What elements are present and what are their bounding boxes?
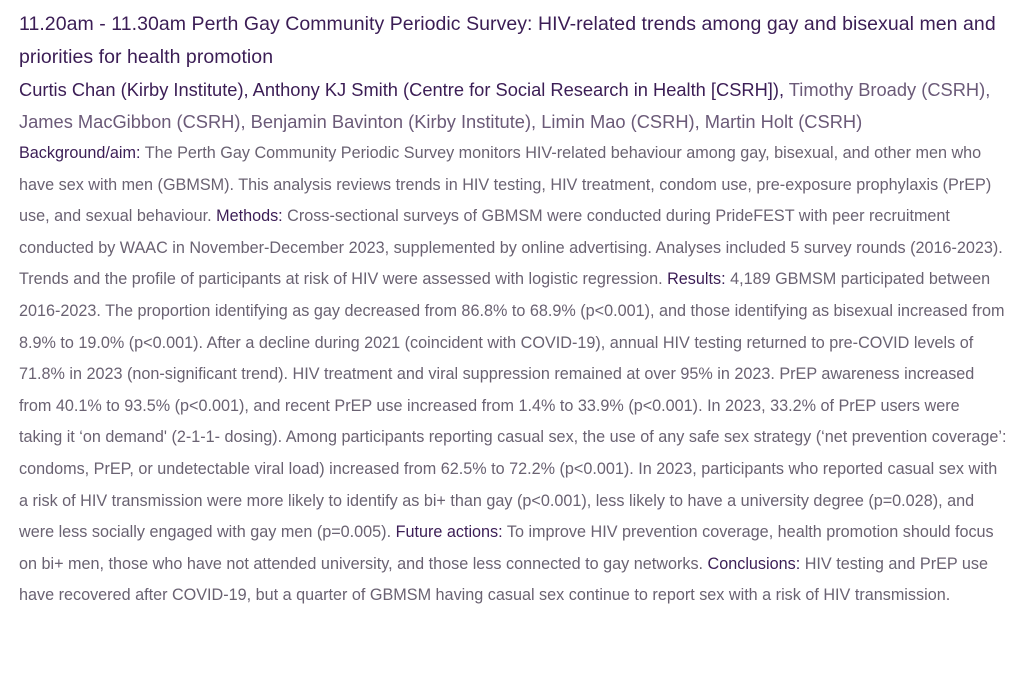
- methods-text: Cross-sectional surveys of GBMSM were co…: [19, 207, 1003, 289]
- methods-label: Methods:: [216, 207, 283, 226]
- future-actions-label: Future actions:: [395, 523, 503, 542]
- abstract-body: Background/aim: The Perth Gay Community …: [19, 138, 1007, 612]
- session-title: 11.20am - 11.30am Perth Gay Community Pe…: [19, 13, 996, 68]
- results-text: 4,189 GBMSM participated between 2016-20…: [19, 270, 1007, 542]
- conclusions-text: HIV testing and PrEP use have recovered …: [19, 554, 988, 605]
- background-label: Background/aim:: [19, 144, 141, 162]
- conclusions-label: Conclusions:: [707, 554, 801, 573]
- background-text: The Perth Gay Community Periodic Survey …: [19, 144, 992, 226]
- presenting-authors: Curtis Chan (Kirby Institute), Anthony K…: [19, 79, 785, 100]
- results-label: Results:: [667, 270, 726, 289]
- future-actions-text: To improve HIV prevention coverage, heal…: [19, 523, 994, 573]
- author-list: Curtis Chan (Kirby Institute), Anthony K…: [19, 74, 1007, 138]
- co-authors: Timothy Broady (CSRH), James MacGibbon (…: [19, 79, 991, 132]
